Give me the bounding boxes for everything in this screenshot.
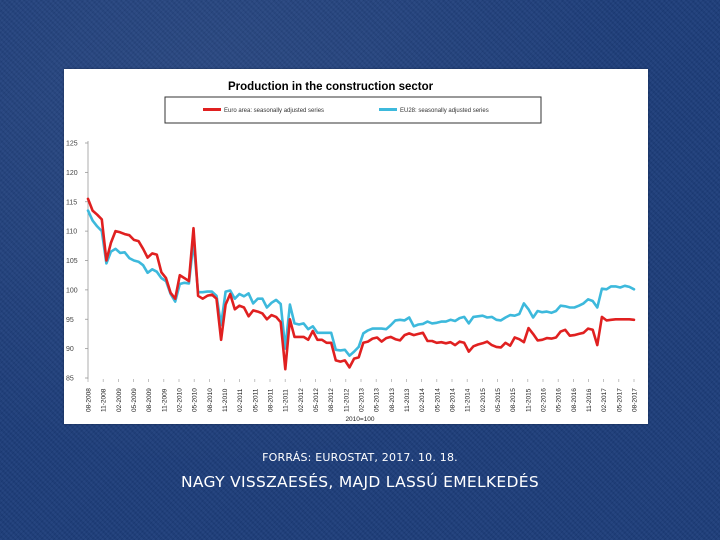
x-tick-label: 08-2017 (632, 388, 639, 412)
x-tick-label: 11-2008 (101, 388, 108, 412)
series-layer (86, 197, 636, 371)
chart-title: Production in the construction sector (228, 81, 434, 93)
x-tick-label: 02-2017 (601, 388, 608, 412)
x-tick-label: 02-2016 (541, 388, 548, 412)
series-line-euro-area (86, 197, 636, 371)
x-tick-label: 02-2009 (116, 388, 123, 412)
x-tick-label: 02-2012 (298, 388, 305, 412)
series-line-eu28 (86, 209, 636, 358)
construction-production-chart: Production in the construction sector Eu… (66, 81, 639, 423)
x-tick-label: 11-2013 (404, 388, 411, 412)
chart-panel: Production in the construction sector Eu… (64, 69, 648, 424)
legend-label-euro-area: Euro area: seasonally adjusted series (224, 108, 324, 114)
y-tick-label: 100 (66, 287, 78, 294)
x-tick-label: 11-2010 (222, 388, 229, 412)
x-tick-label: 05-2011 (252, 388, 259, 412)
y-tick-label: 85 (66, 376, 74, 383)
x-tick-label: 11-2012 (343, 388, 350, 412)
y-tick-label: 95 (66, 317, 74, 324)
x-tick-label: 08-2008 (86, 388, 93, 412)
x-tick-label: 05-2014 (434, 388, 441, 412)
y-tick-label: 125 (66, 141, 78, 148)
y-tick-label: 115 (66, 199, 77, 206)
x-tick-label: 08-2011 (268, 388, 275, 412)
slide-caption: NAGY VISSZAESÉS, MAJD LASSÚ EMELKEDÉS (181, 473, 539, 491)
x-tick-label: 02-2015 (480, 388, 487, 412)
y-tick-label: 110 (66, 229, 77, 236)
x-tick-label: 05-2015 (495, 388, 502, 412)
x-tick-label: 02-2010 (177, 388, 184, 412)
x-tick-label: 05-2012 (313, 388, 320, 412)
y-tick-label: 90 (66, 346, 74, 353)
x-tick-label: 05-2013 (374, 388, 381, 412)
x-tick-label: 08-2013 (389, 388, 396, 412)
x-tick-label: 08-2009 (146, 388, 153, 412)
x-tick-label: 08-2015 (510, 388, 517, 412)
x-tick-label: 11-2016 (586, 388, 593, 412)
x-tick-label: 05-2009 (131, 388, 138, 412)
x-tick-label: 02-2011 (237, 388, 244, 412)
x-axis-label: 2010=100 (345, 416, 374, 423)
x-tick-label: 02-2013 (359, 388, 366, 412)
x-tick-label: 11-2015 (525, 388, 532, 412)
legend-label-eu28: EU28: seasonally adjusted series (400, 108, 489, 114)
x-tick-label: 02-2014 (419, 388, 426, 412)
x-tick-label: 05-2010 (192, 388, 199, 412)
y-axis-ticks: 85 90 95 100 105 110 115 120 125 (66, 141, 88, 383)
x-tick-label: 11-2009 (161, 388, 168, 412)
x-axis-ticks: 08-2008 11-2008 02-2009 05-2009 08-2009 11-20… (86, 379, 639, 412)
x-tick-label: 08-2012 (328, 388, 335, 412)
y-tick-label: 120 (66, 170, 78, 177)
x-tick-label: 05-2017 (616, 388, 623, 412)
source-note: FORRÁS: EUROSTAT, 2017. 10. 18. (262, 451, 458, 464)
x-tick-label: 11-2014 (465, 388, 472, 412)
x-tick-label: 05-2016 (556, 388, 563, 412)
x-tick-label: 08-2010 (207, 388, 214, 412)
x-tick-label: 08-2016 (571, 388, 578, 412)
y-tick-label: 105 (66, 258, 78, 265)
x-tick-label: 11-2011 (283, 389, 290, 412)
legend-box: Euro area: seasonally adjusted series EU… (164, 96, 542, 124)
x-tick-label: 08-2014 (450, 388, 457, 412)
